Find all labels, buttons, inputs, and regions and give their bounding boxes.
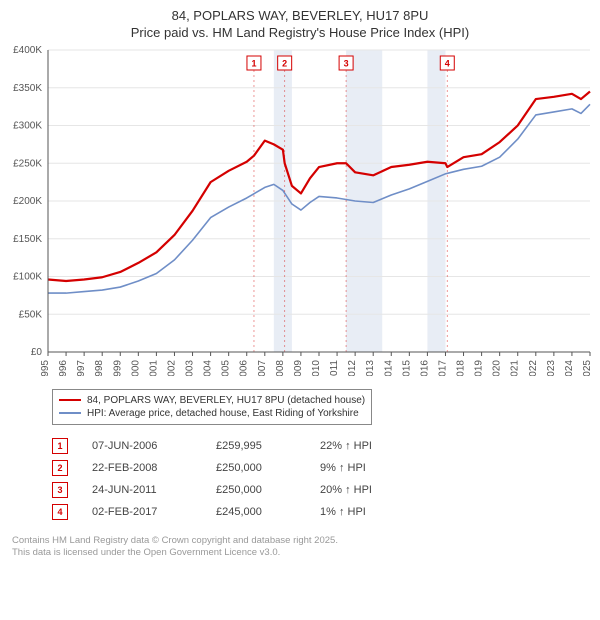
svg-text:£200K: £200K [13, 196, 42, 207]
svg-text:2002: 2002 [166, 359, 177, 375]
chart-container: 84, POPLARS WAY, BEVERLEY, HU17 8PU Pric… [0, 0, 600, 620]
svg-text:£50K: £50K [19, 309, 43, 320]
chart-subtitle: Price paid vs. HM Land Registry's House … [0, 25, 600, 46]
svg-text:2019: 2019 [474, 359, 485, 375]
sale-row: 3 24-JUN-2011 £250,000 20% ↑ HPI [52, 479, 600, 501]
sales-table: 1 07-JUN-2006 £259,995 22% ↑ HPI 2 22-FEB-200… [52, 435, 600, 523]
sale-row: 1 07-JUN-2006 £259,995 22% ↑ HPI [52, 435, 600, 457]
svg-text:2016: 2016 [419, 359, 430, 375]
legend-row: 84, POPLARS WAY, BEVERLEY, HU17 8PU (det… [59, 394, 365, 407]
svg-text:2024: 2024 [564, 359, 575, 375]
legend-swatch [59, 399, 81, 401]
svg-text:£300K: £300K [13, 120, 42, 131]
sale-marker: 4 [52, 504, 68, 520]
svg-text:1995: 1995 [40, 359, 51, 375]
svg-text:4: 4 [445, 58, 450, 68]
sale-marker: 1 [52, 438, 68, 454]
legend-swatch [59, 412, 81, 414]
svg-text:2012: 2012 [347, 359, 358, 375]
sale-date: 07-JUN-2006 [92, 440, 192, 452]
chart-title: 84, POPLARS WAY, BEVERLEY, HU17 8PU [0, 0, 600, 25]
svg-text:2025: 2025 [582, 359, 593, 375]
svg-text:1999: 1999 [112, 359, 123, 375]
sale-pct: 1% ↑ HPI [320, 506, 410, 518]
svg-text:2009: 2009 [293, 359, 304, 375]
sale-marker: 3 [52, 482, 68, 498]
svg-text:2008: 2008 [275, 359, 286, 375]
sale-pct: 20% ↑ HPI [320, 484, 410, 496]
svg-text:2017: 2017 [437, 359, 448, 375]
sale-row: 4 02-FEB-2017 £245,000 1% ↑ HPI [52, 501, 600, 523]
sale-date: 24-JUN-2011 [92, 484, 192, 496]
sale-price: £250,000 [216, 484, 296, 496]
legend-label: 84, POPLARS WAY, BEVERLEY, HU17 8PU (det… [87, 395, 365, 406]
svg-text:1998: 1998 [94, 359, 105, 375]
svg-text:£150K: £150K [13, 234, 42, 245]
svg-text:1997: 1997 [76, 359, 87, 375]
sale-marker: 2 [52, 460, 68, 476]
svg-text:2006: 2006 [239, 359, 250, 375]
footer-line2: This data is licensed under the Open Gov… [12, 547, 600, 559]
svg-text:2014: 2014 [383, 359, 394, 375]
legend-label: HPI: Average price, detached house, East… [87, 408, 359, 419]
svg-text:2004: 2004 [203, 359, 214, 375]
svg-text:£250K: £250K [13, 158, 42, 169]
svg-text:2011: 2011 [329, 359, 340, 375]
chart-plot: £0 £50K £100K £150K £200K £250K £300K £350K £400… [0, 46, 600, 381]
sale-date: 02-FEB-2017 [92, 506, 192, 518]
svg-text:1: 1 [251, 58, 256, 68]
svg-text:£350K: £350K [13, 83, 42, 94]
svg-text:2001: 2001 [148, 359, 159, 375]
sale-pct: 22% ↑ HPI [320, 440, 410, 452]
svg-text:£100K: £100K [13, 271, 42, 282]
svg-text:2015: 2015 [401, 359, 412, 375]
svg-text:2013: 2013 [365, 359, 376, 375]
svg-text:2000: 2000 [130, 359, 141, 375]
svg-text:2010: 2010 [311, 359, 322, 375]
svg-text:2020: 2020 [492, 359, 503, 375]
svg-text:2005: 2005 [221, 359, 232, 375]
svg-text:1996: 1996 [58, 359, 69, 375]
legend: 84, POPLARS WAY, BEVERLEY, HU17 8PU (det… [52, 389, 372, 425]
footer-attribution: Contains HM Land Registry data © Crown c… [12, 535, 600, 560]
svg-text:2023: 2023 [546, 359, 557, 375]
svg-text:2022: 2022 [528, 359, 539, 375]
sale-price: £259,995 [216, 440, 296, 452]
sale-price: £250,000 [216, 462, 296, 474]
svg-text:2003: 2003 [185, 359, 196, 375]
footer-line1: Contains HM Land Registry data © Crown c… [12, 535, 600, 547]
svg-text:2007: 2007 [257, 359, 268, 375]
svg-text:3: 3 [344, 58, 349, 68]
chart-svg: £0 £50K £100K £150K £200K £250K £300K £350K £400… [0, 46, 600, 376]
svg-text:2: 2 [282, 58, 287, 68]
sale-date: 22-FEB-2008 [92, 462, 192, 474]
legend-row: HPI: Average price, detached house, East… [59, 407, 365, 420]
sale-row: 2 22-FEB-2008 £250,000 9% ↑ HPI [52, 457, 600, 479]
sale-price: £245,000 [216, 506, 296, 518]
svg-text:2021: 2021 [510, 359, 521, 375]
svg-text:£0: £0 [31, 347, 43, 358]
svg-text:2018: 2018 [456, 359, 467, 375]
sale-pct: 9% ↑ HPI [320, 462, 410, 474]
svg-text:£400K: £400K [13, 46, 42, 56]
